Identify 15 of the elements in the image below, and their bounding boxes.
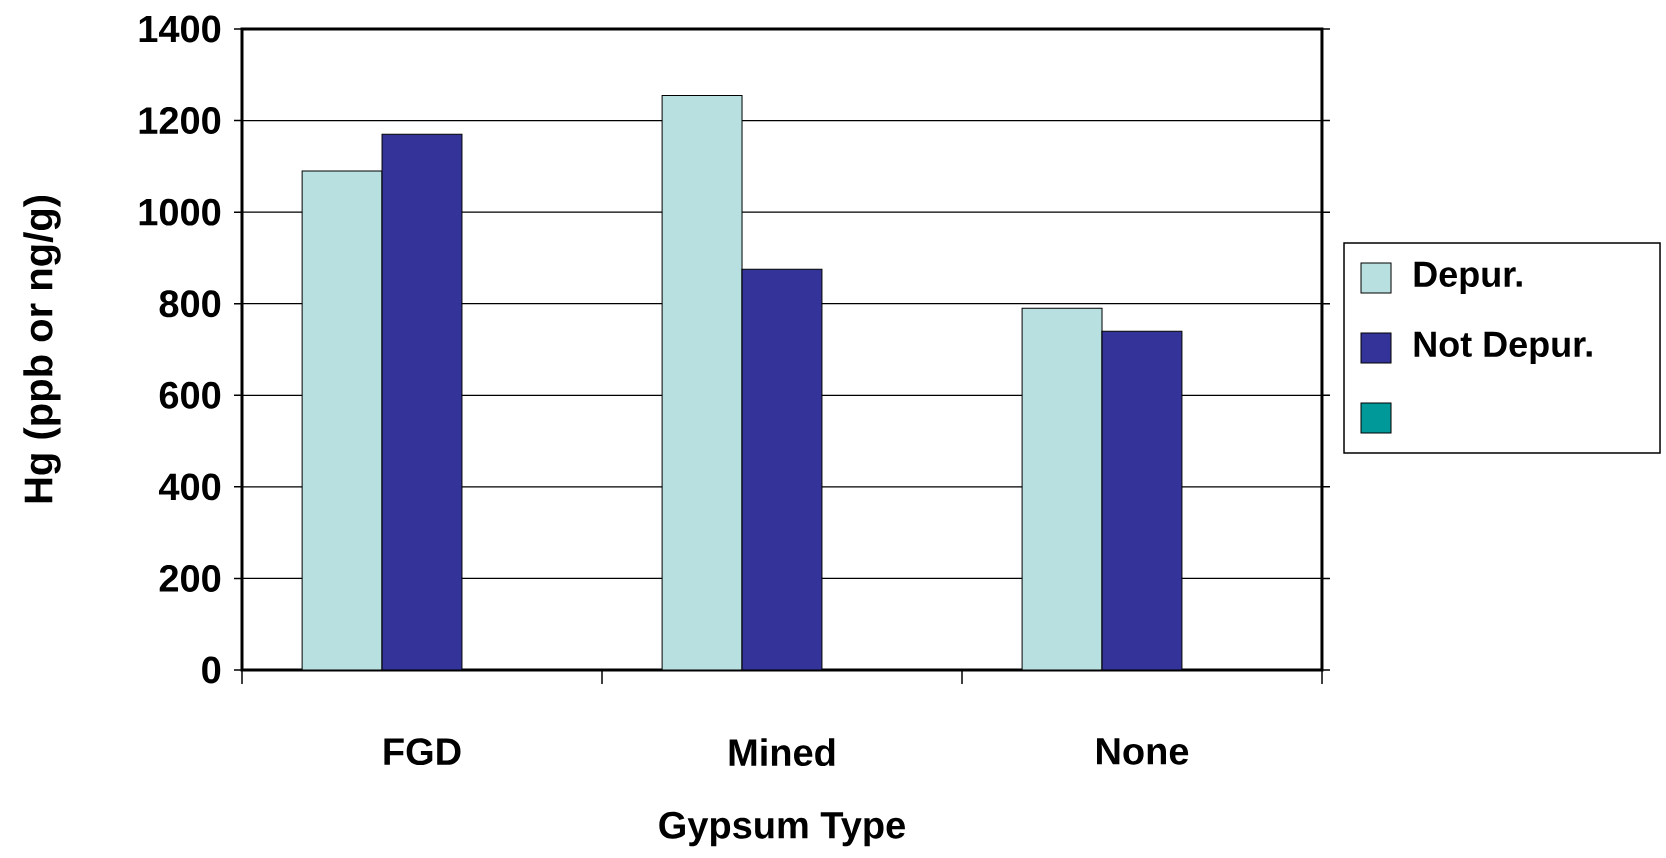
legend-label: Not Depur. [1414,331,1592,365]
y-axis-title: Hg (ppb or ng/g) [23,195,61,503]
x-tick-label: Mined [729,738,835,767]
x-tick-label: FGD [384,738,461,766]
y-tick-label: 1000 [139,198,221,226]
x-axis-title: Gypsum Type [659,811,905,847]
y-tick-label: 400 [158,473,221,501]
y-tick-label: 1400 [139,15,221,43]
legend-label: Depur. [1414,261,1522,295]
y-tick-label: 200 [159,564,221,592]
y-tick-label: 800 [159,290,221,318]
y-tick-label: 1200 [139,107,221,134]
y-tick-label: 0 [202,656,221,684]
y-tick-label: 600 [159,381,221,409]
x-tick-label: None [1097,738,1189,765]
